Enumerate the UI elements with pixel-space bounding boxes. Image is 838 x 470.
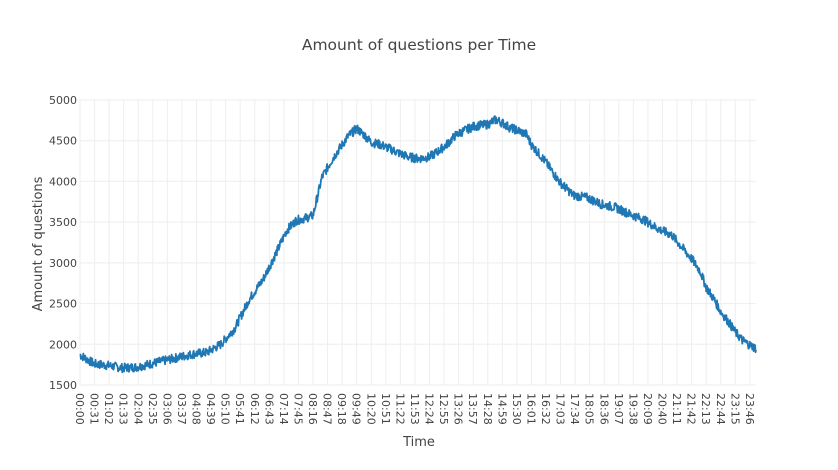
series-line (79, 115, 757, 374)
x-tick-label: 08:47 (321, 393, 334, 425)
x-tick-label: 20:09 (641, 393, 654, 425)
x-tick-label: 12:55 (437, 393, 450, 425)
x-tick-label: 22:44 (714, 393, 727, 425)
x-tick-label: 03:06 (160, 393, 173, 425)
x-tick-label: 05:10 (219, 393, 232, 425)
x-tick-label: 22:13 (699, 393, 712, 425)
y-tick-label: 3000 (49, 257, 77, 270)
y-tick-label: 4500 (49, 135, 77, 148)
x-tick-label: 07:14 (277, 393, 290, 425)
x-tick-label: 23:15 (728, 393, 741, 425)
x-tick-label: 11:22 (393, 393, 406, 425)
x-tick-label: 14:59 (495, 393, 508, 425)
grid-layer (79, 99, 756, 386)
y-tick-label: 4000 (49, 175, 77, 188)
x-tick-label: 20:40 (656, 393, 669, 425)
x-tick-label: 21:11 (670, 393, 683, 425)
x-tick-label: 21:42 (685, 393, 698, 425)
x-tick-label: 13:57 (466, 393, 479, 425)
y-tick-label: 2000 (49, 338, 77, 351)
x-tick-label: 01:02 (102, 393, 115, 425)
x-tick-label: 11:53 (408, 393, 421, 425)
x-tick-label: 19:38 (626, 393, 639, 425)
x-tick-label: 15:30 (510, 393, 523, 425)
x-tick-label: 00:31 (88, 393, 101, 425)
x-tick-label: 02:04 (131, 393, 144, 425)
x-tick-label: 12:24 (423, 393, 436, 425)
y-tick-label: 1500 (49, 379, 77, 392)
x-tick-label: 07:45 (291, 393, 304, 425)
x-tick-label: 18:36 (597, 393, 610, 425)
x-tick-label: 08:16 (306, 393, 319, 425)
x-tick-label: 09:18 (335, 393, 348, 425)
x-tick-label: 10:20 (364, 393, 377, 425)
x-tick-label: 19:07 (612, 393, 625, 425)
y-tick-label: 3500 (49, 216, 77, 229)
y-tick-label: 2500 (49, 298, 77, 311)
x-tick-label: 03:37 (175, 393, 188, 425)
x-tick-label: 00:00 (73, 393, 86, 425)
x-axis-title: Time (402, 435, 435, 450)
x-tick-label: 06:43 (262, 393, 275, 425)
x-tick-label: 09:49 (350, 393, 363, 425)
x-tick-label: 18:05 (583, 393, 596, 425)
x-tick-label: 02:35 (146, 393, 159, 425)
x-tick-label: 13:26 (452, 393, 465, 425)
x-tick-label: 16:01 (524, 393, 537, 425)
x-tick-label: 01:33 (117, 393, 130, 425)
y-axis-title: Amount of questions (31, 176, 46, 311)
x-tick-label: 06:12 (248, 393, 261, 425)
chart-title: Amount of questions per Time (302, 36, 536, 54)
line-layer (79, 115, 757, 374)
x-tick-label: 23:46 (743, 393, 756, 425)
y-tick-labels: 1500 2000 2500 3000 3500 4000 4500 5000 (49, 94, 77, 392)
x-tick-label: 04:08 (190, 393, 203, 425)
x-tick-label: 10:51 (379, 393, 392, 425)
x-tick-label: 17:34 (568, 393, 581, 425)
y-tick-label: 5000 (49, 94, 77, 107)
x-tick-label: 04:39 (204, 393, 217, 425)
x-tick-label: 14:28 (481, 393, 494, 425)
x-tick-label: 17:03 (554, 393, 567, 425)
plot-area (80, 100, 756, 385)
x-tick-labels: 00:00 00:31 01:02 01:33 02:04 02:35 03:06 03:37… (73, 393, 756, 425)
x-tick-label: 16:32 (539, 393, 552, 425)
x-tick-label: 05:41 (233, 393, 246, 425)
